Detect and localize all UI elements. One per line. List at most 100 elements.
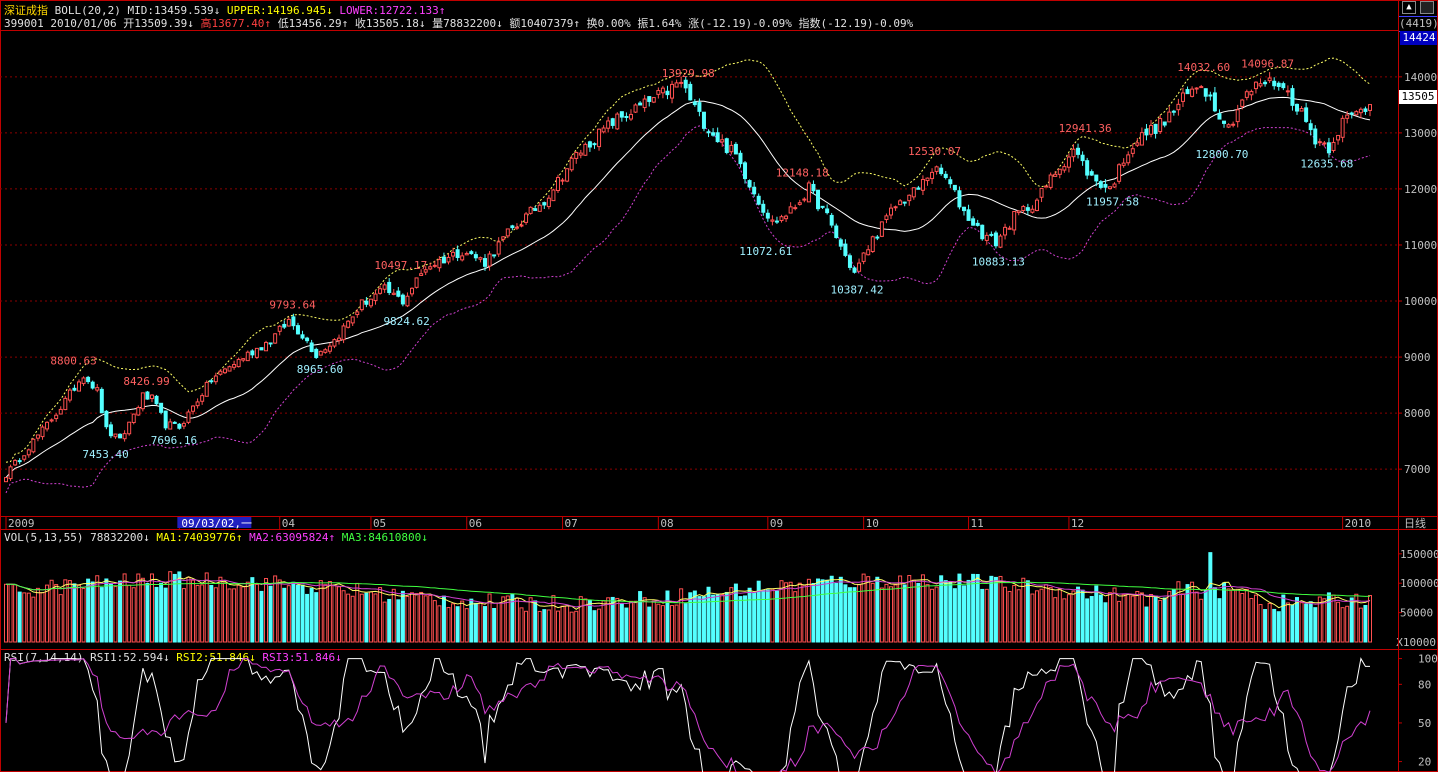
volume-bar: [834, 582, 839, 643]
volume-bar: [1158, 599, 1163, 643]
candle-body: [998, 235, 1003, 248]
volume-bar: [108, 583, 113, 643]
candle-body: [1322, 142, 1327, 145]
candle-body: [916, 187, 921, 190]
volume-bar: [706, 586, 711, 643]
volume-bar: [920, 574, 925, 643]
volume-bar: [770, 588, 775, 643]
volume-bar: [1267, 602, 1272, 643]
candle-body: [879, 221, 884, 237]
volume-bar: [387, 598, 392, 643]
candle-body: [1281, 83, 1286, 89]
time-cursor-box: [177, 517, 252, 528]
candle-body: [825, 208, 830, 214]
volume-bar: [788, 581, 793, 643]
volume-bar: [930, 588, 935, 643]
candle-body: [1299, 108, 1304, 112]
time-label: 06: [469, 517, 482, 530]
candle-body: [460, 255, 465, 261]
candle-body: [1290, 88, 1295, 106]
time-axis: 2009 09/03/02,一 04 05 06 07 08 09 10 11 12 2010 日线: [5, 516, 1426, 530]
rsi-tick-label: 100: [1418, 653, 1438, 666]
open-value: 开13509.39↓: [123, 17, 194, 30]
volume-bar: [806, 578, 811, 643]
candle-body: [172, 421, 177, 424]
candle-body: [642, 98, 647, 109]
candle-body: [1066, 156, 1071, 168]
volume-bar: [1326, 592, 1331, 643]
volume-bar: [140, 577, 145, 643]
candle-body: [1048, 174, 1053, 188]
volume-bar: [31, 596, 36, 643]
candle-body: [76, 381, 81, 392]
volume-bar: [993, 576, 998, 643]
volume-tick-label: 150000: [1400, 548, 1438, 561]
candle-body: [861, 252, 866, 262]
right-box-bottom: 14424: [1400, 31, 1438, 45]
candle-body: [1085, 160, 1090, 176]
up-arrow-icon[interactable]: ▲: [1402, 1, 1416, 14]
volume-bar: [893, 584, 898, 643]
volume-bar: [282, 587, 287, 643]
volume-bar: [647, 606, 652, 643]
candle-body: [670, 83, 675, 99]
candle-body: [651, 97, 656, 103]
candle-body: [487, 253, 492, 267]
volume-bar: [492, 608, 497, 643]
candle-body: [1039, 187, 1044, 198]
candle-body: [961, 206, 966, 212]
candle-body: [1222, 120, 1227, 124]
candle-body: [1121, 162, 1126, 166]
volume-bar: [569, 611, 574, 643]
volume-bar: [980, 588, 985, 643]
candle-body: [273, 333, 278, 344]
volume-bar: [870, 582, 875, 643]
vol-unit: X10000: [1396, 636, 1436, 649]
low-value: 低13456.29↑: [277, 17, 349, 30]
time-label: 11: [971, 517, 984, 530]
volume-bar: [597, 608, 602, 643]
volume-bar: [555, 610, 560, 643]
candle-body: [587, 141, 592, 148]
boll-upper-line: [5, 57, 1371, 463]
volume-bar: [619, 603, 624, 643]
candle-body: [1285, 90, 1290, 93]
candle-body: [1336, 134, 1341, 141]
candle-body: [1144, 128, 1149, 136]
index-change-value: 指数(-12.19)-0.09%: [798, 17, 914, 30]
candle-body: [857, 262, 862, 272]
volume-bar: [852, 587, 857, 643]
volume-bar: [1135, 591, 1140, 643]
volume-bar: [1130, 595, 1135, 643]
volume-bar: [300, 584, 305, 643]
candle-body: [1340, 117, 1345, 138]
volume-bar: [291, 581, 296, 643]
candle-body: [259, 347, 264, 351]
volume-bar: [104, 578, 109, 643]
candle-body: [387, 281, 392, 294]
candle-body: [163, 410, 168, 429]
candle-body: [13, 459, 18, 466]
volume-bar: [323, 584, 328, 643]
volume-bar: [624, 607, 629, 643]
volume-bar: [843, 584, 848, 643]
candle-body: [478, 257, 483, 260]
candle-body: [414, 277, 419, 288]
price-annotation: 8965.60: [297, 363, 343, 376]
candle-body: [1240, 99, 1245, 107]
candle-body: [473, 254, 478, 259]
candle-body: [1167, 111, 1172, 123]
rsi-axis: 20 50 80 100: [1398, 653, 1438, 769]
candle-body: [743, 162, 748, 180]
candle-body: [993, 232, 998, 247]
price-annotation: 10387.42: [831, 283, 884, 296]
candle-body: [250, 350, 255, 356]
volume-bar: [346, 593, 351, 643]
candle-body: [501, 236, 506, 240]
square-icon[interactable]: [1420, 1, 1434, 14]
candle-body: [1171, 110, 1176, 113]
chart-header-line1: 深证成指 BOLL(20,2) MID:13459.539↓ UPPER:141…: [4, 2, 445, 18]
volume-bar: [227, 588, 232, 643]
volume-bar: [496, 602, 501, 643]
